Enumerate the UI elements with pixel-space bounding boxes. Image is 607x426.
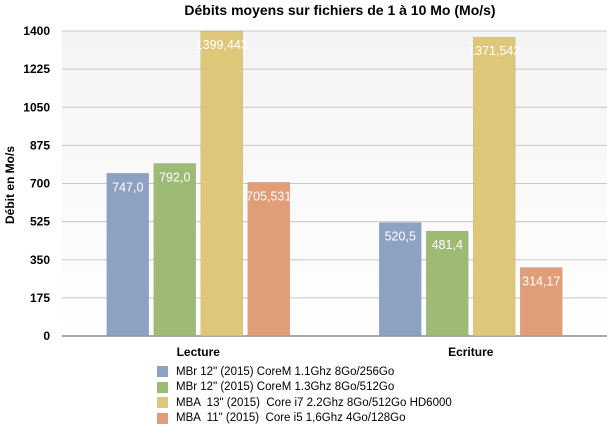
y-tick-label: 0: [43, 329, 50, 343]
legend-item: MBr 12" (2015) CoreM 1.1Ghz 8Go/256Go: [157, 364, 452, 380]
bar: [473, 37, 515, 336]
legend-swatch: [157, 382, 168, 393]
legend-label: MBA 11" (2015) Core i5 1,6Ghz 4Go/128Go: [176, 412, 406, 424]
legend-item: MBA 11" (2015) Core i5 1,6Ghz 4Go/128Go: [157, 411, 452, 426]
y-tick-labels: 0 175 350 525 700 875 1050 1225 1400: [23, 24, 50, 343]
data-label: 1399,443: [196, 38, 248, 52]
y-tick-label: 1400: [23, 24, 50, 38]
legend-item: MBr 12" (2015) CoreM 1.3Ghz 8Go/512Go: [157, 380, 452, 396]
data-label: 705,531: [246, 189, 291, 203]
chart-title: Débits moyens sur fichiers de 1 à 10 Mo …: [184, 2, 495, 18]
legend-swatch: [157, 366, 168, 377]
y-tick-label: 1050: [23, 100, 50, 114]
bar: [107, 173, 149, 336]
legend-label: MBA 13" (2015) Core i7 2.2Ghz 8Go/512Go …: [176, 397, 452, 409]
legend-label: MBr 12" (2015) CoreM 1.3Ghz 8Go/512Go: [176, 381, 394, 393]
data-label: 520,5: [385, 230, 416, 244]
y-tick-label: 525: [30, 215, 50, 229]
y-tick-label: 175: [30, 291, 50, 305]
legend-item: MBA 13" (2015) Core i7 2.2Ghz 8Go/512Go …: [157, 395, 452, 411]
y-axis-label: Débit en Mo/s: [3, 146, 17, 224]
bar: [154, 163, 196, 336]
y-tick-label: 700: [30, 177, 50, 191]
data-label: 481,4: [432, 238, 463, 252]
legend: MBr 12" (2015) CoreM 1.1Ghz 8Go/256Go MBr…: [157, 364, 452, 426]
data-label: 1371,542: [468, 44, 520, 58]
x-category-labels: Lecture Ecriture: [177, 345, 494, 359]
y-tick-label: 1225: [23, 62, 50, 76]
legend-label: MBr 12" (2015) CoreM 1.1Ghz 8Go/256Go: [176, 366, 394, 378]
category-label: Lecture: [177, 345, 221, 359]
data-label: 792,0: [159, 170, 190, 184]
bar: [201, 31, 243, 336]
y-tick-label: 350: [30, 253, 50, 267]
data-label: 314,17: [522, 275, 560, 289]
category-label: Ecriture: [448, 345, 494, 359]
y-tick-label: 875: [30, 138, 50, 152]
bar: [248, 182, 290, 336]
legend-swatch: [157, 397, 168, 408]
data-label: 747,0: [112, 180, 143, 194]
legend-swatch: [157, 413, 168, 424]
